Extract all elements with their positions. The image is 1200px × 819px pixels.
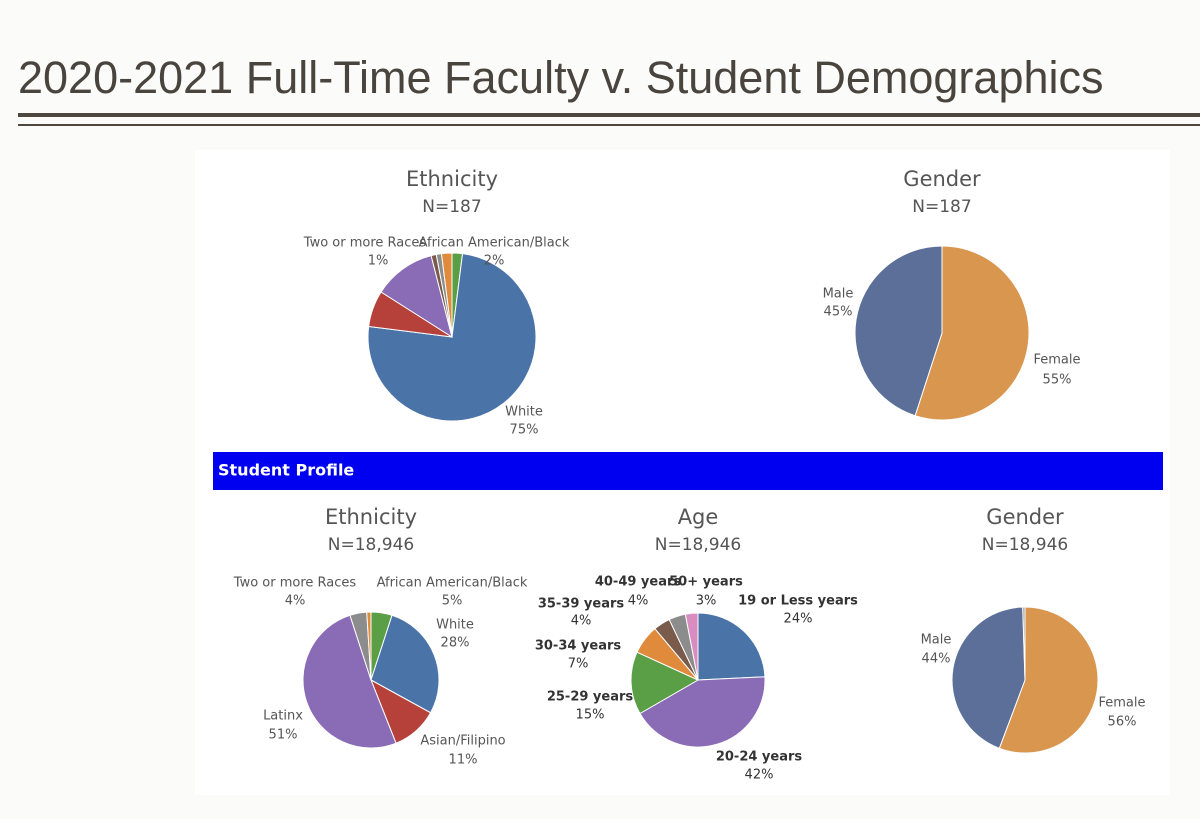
slice-label: Female — [1098, 696, 1145, 711]
chart-title: Gender — [903, 167, 981, 191]
slice-value-label: 7% — [568, 657, 589, 672]
slice-label: Two or more Races — [303, 236, 427, 251]
pie-slice — [951, 606, 1026, 749]
slice-label: Latinx — [263, 709, 303, 724]
pie-slice — [639, 676, 766, 748]
slice-label: Male — [823, 287, 854, 302]
chart-subtitle: N=187 — [912, 197, 971, 217]
slice-label: 50+ years — [669, 575, 743, 590]
pie-slice — [697, 612, 766, 681]
slice-value-label: 1% — [368, 254, 389, 269]
slice-value-label: 4% — [285, 594, 306, 609]
slide-title: 2020-2021 Full-Time Faculty v. Student D… — [18, 52, 1104, 103]
slice-value-label: 24% — [784, 612, 813, 627]
pie-slice — [1022, 606, 1026, 681]
rule — [18, 113, 1200, 117]
slice-label: 30-34 years — [535, 639, 622, 654]
slice-label: Two or more Races — [233, 576, 357, 591]
chart-subtitle: N=18,946 — [328, 535, 414, 555]
slice-value-label: 3% — [696, 594, 717, 609]
slice-value-label: 2% — [484, 254, 505, 269]
slice-value-label: 4% — [571, 614, 592, 629]
pie-slice — [998, 606, 1099, 754]
chart-title: Ethnicity — [325, 505, 417, 529]
slice-value-label: 56% — [1108, 715, 1137, 730]
slice-value-label: 15% — [576, 708, 605, 723]
rule — [18, 124, 1200, 126]
chart-subtitle: N=187 — [422, 197, 481, 217]
chart-title: Ethnicity — [406, 167, 498, 191]
slice-label: Female — [1033, 353, 1080, 368]
slice-value-label: 11% — [449, 753, 478, 768]
slice-label: African American/Black — [419, 236, 570, 251]
slice-value-label: 28% — [441, 636, 470, 651]
chart-title: Age — [678, 505, 719, 529]
chart-subtitle: N=18,946 — [982, 535, 1068, 555]
slice-value-label: 42% — [745, 768, 774, 783]
banner — [213, 452, 1163, 490]
slice-value-label: 75% — [510, 423, 539, 438]
pie-slice — [630, 651, 700, 715]
pie-slice — [854, 245, 943, 417]
pie-slice — [366, 611, 372, 681]
pie-slice — [914, 245, 1030, 421]
slice-label: 19 or Less years — [738, 594, 858, 609]
slice-value-label: 45% — [824, 305, 853, 320]
pie-slice — [370, 614, 440, 714]
slice-label: African American/Black — [377, 576, 528, 591]
slice-label: 20-24 years — [716, 750, 803, 765]
chart-title: Gender — [986, 505, 1064, 529]
slice-label: 35-39 years — [538, 597, 625, 612]
chart-subtitle: N=18,946 — [655, 535, 741, 555]
banner-text: Student Profile — [218, 461, 354, 480]
slice-value-label: 55% — [1043, 373, 1072, 388]
pie-slice — [380, 255, 453, 339]
slice-label: Asian/Filipino — [420, 734, 505, 749]
slice-label: 25-29 years — [547, 690, 634, 705]
slice-value-label: 4% — [628, 594, 649, 609]
pie-slice — [440, 252, 453, 338]
pie-slice — [684, 612, 699, 681]
slice-value-label: 5% — [442, 594, 463, 609]
slice-label: Male — [921, 633, 952, 648]
pie-slice — [302, 614, 397, 749]
slice-label: White — [505, 405, 543, 420]
slice-label: White — [436, 618, 474, 633]
slice-value-label: 51% — [269, 728, 298, 743]
slice-value-label: 44% — [922, 652, 951, 667]
slice-label: 40-49 years — [595, 575, 682, 590]
